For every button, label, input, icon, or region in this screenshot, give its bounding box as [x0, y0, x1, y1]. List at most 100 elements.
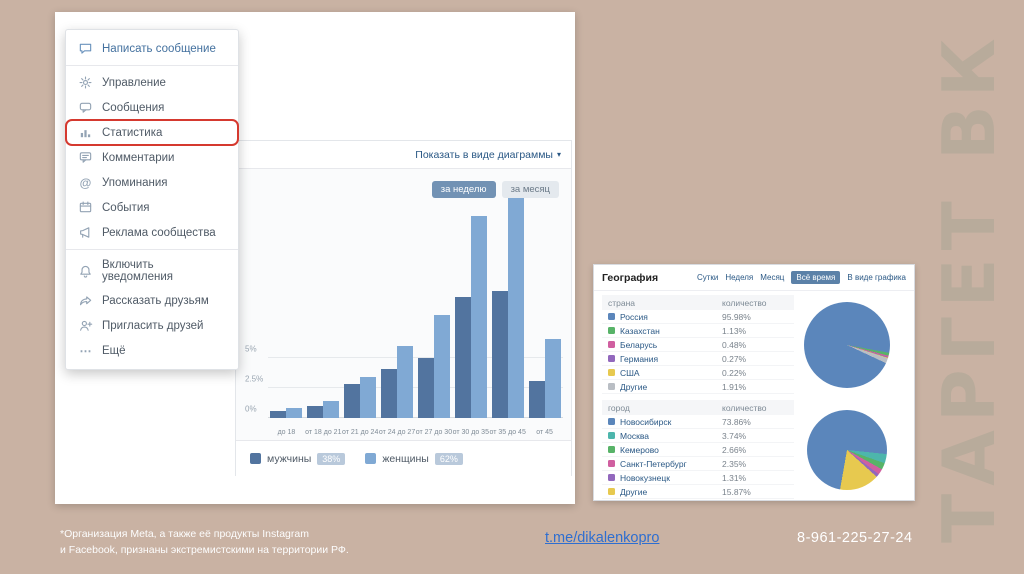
geo-row-label[interactable]: Москва [608, 431, 722, 441]
geo-row-label[interactable]: США [608, 368, 722, 378]
table-row: Москва 3.74% [602, 429, 794, 443]
legend-share-badge: 62% [434, 452, 463, 465]
bar [528, 380, 545, 418]
geo-row-label[interactable]: Новокузнецк [608, 473, 722, 483]
bar [360, 377, 377, 418]
menu-item-statistics[interactable]: Статистика [65, 119, 239, 146]
geo-row-value: 2.35% [722, 458, 747, 469]
geo-row-label[interactable]: Кемерово [608, 445, 722, 455]
legal-footnote: *Организация Meta, а также её продукты I… [60, 526, 349, 559]
geo-row-label[interactable]: Другие [608, 487, 722, 497]
bar-group [528, 338, 561, 418]
telegram-link[interactable]: t.me/dikalenkopro [545, 530, 660, 546]
menu-divider [66, 65, 238, 66]
bar [433, 314, 450, 418]
legend-color-dot [608, 369, 615, 376]
table-row: Другие 1.91% [602, 380, 794, 394]
geo-row-label[interactable]: Германия [608, 354, 722, 364]
bar [397, 346, 414, 418]
table-row: США 0.22% [602, 366, 794, 380]
legend-color-dot [608, 474, 615, 481]
geo-row-value: 73.86% [722, 416, 751, 427]
menu-item-comments[interactable]: Комментарии [66, 145, 238, 170]
table-row: Кемерово 2.66% [602, 443, 794, 457]
x-tick-label: от 18 до 21 [305, 429, 342, 436]
legend-color-dot [608, 418, 615, 425]
menu-item-label: Пригласить друзей [102, 319, 204, 332]
menu-item-label: Рассказать друзьям [102, 294, 209, 307]
menu-item-more[interactable]: ⋯ Ещё [66, 338, 238, 363]
bar [454, 296, 471, 418]
comment-icon [78, 150, 93, 165]
geo-tab[interactable]: Месяц [760, 273, 785, 282]
table-header-row: страна количество [602, 295, 794, 310]
menu-item-messages[interactable]: Сообщения [66, 95, 238, 120]
menu-item-label: Упоминания [102, 176, 168, 189]
menu-item-invite-friends[interactable]: Пригласить друзей [66, 313, 238, 338]
legend-color-dot [608, 327, 615, 334]
geo-tab[interactable]: Всё время [791, 271, 841, 284]
geo-row-value: 95.98% [722, 311, 751, 322]
x-tick-label: до 18 [277, 429, 296, 436]
menu-item-tell-friends[interactable]: Рассказать друзьям [66, 288, 238, 313]
geo-tab[interactable]: В виде графика [847, 273, 906, 282]
bar-group [491, 193, 524, 418]
menu-item-enable-notifications[interactable]: Включить уведомления [66, 254, 238, 288]
vk-community-menu: Написать сообщение Управление Сообщения Ста… [65, 29, 239, 370]
legend-color-dot [608, 488, 615, 495]
geo-row-label[interactable]: Беларусь [608, 340, 722, 350]
x-tick-label: от 24 до 27 [378, 429, 416, 436]
table-row: Россия 95.98% [602, 310, 794, 324]
geo-countries-section: страна количество Россия 95.98% Казахстан 1… [594, 291, 914, 396]
menu-item-mentions[interactable]: @ Упоминания [66, 170, 238, 195]
table-row: Новокузнецк 1.31% [602, 471, 794, 485]
menu-item-label: События [102, 201, 150, 214]
table-header-row: город количество [602, 400, 794, 415]
stats-icon [78, 125, 93, 140]
x-tick-label: от 21 до 24 [342, 429, 379, 436]
menu-item-community-ads[interactable]: Реклама сообщества [66, 220, 238, 245]
bar [286, 408, 303, 418]
x-tick-label: от 35 до 45 [489, 429, 526, 436]
geo-row-label[interactable]: Казахстан [608, 326, 722, 336]
column-header: город [608, 402, 630, 413]
geo-row-label[interactable]: Другие [608, 382, 722, 392]
menu-item-events[interactable]: События [66, 195, 238, 220]
show-as-diagram-link[interactable]: Показать в виде диаграммы [415, 148, 553, 161]
period-toggle: за неделю за месяц [431, 181, 559, 198]
period-month-button[interactable]: за месяц [501, 181, 559, 198]
legend-color-dot [608, 460, 615, 467]
legend-color-dot [608, 313, 615, 320]
age-chart-card: Показать в виде диаграммы ▾ за неделю за… [235, 140, 572, 476]
geo-row-label[interactable]: Россия [608, 312, 722, 322]
menu-item-manage[interactable]: Управление [66, 70, 238, 95]
column-header: количество [722, 297, 767, 308]
legend-label: мужчины [267, 452, 312, 465]
chevron-down-icon: ▾ [556, 150, 561, 159]
bar-group [344, 377, 377, 418]
geo-tab[interactable]: Сутки [696, 273, 719, 282]
menu-item-write-message[interactable]: Написать сообщение [66, 36, 238, 61]
geo-tab[interactable]: Неделя [725, 273, 754, 282]
gridline [268, 417, 563, 418]
bar [323, 401, 340, 418]
geo-row-value: 1.31% [722, 472, 747, 483]
geo-row-label[interactable]: Санкт-Петербург [608, 459, 722, 469]
y-tick-label: 5% [245, 344, 257, 354]
bar [270, 410, 287, 418]
share-icon [78, 293, 93, 308]
period-week-button[interactable]: за неделю [431, 181, 496, 198]
menu-item-label: Написать сообщение [102, 42, 216, 55]
geo-cities-section: город количество Новосибирск 73.86% Москва… [594, 396, 914, 501]
geo-cities-table: город количество Новосибирск 73.86% Москва… [602, 400, 794, 499]
geo-row-label[interactable]: Новосибирск [608, 417, 722, 427]
bell-icon [78, 264, 93, 279]
megaphone-icon [78, 225, 93, 240]
legend-entry: мужчины 38% [250, 452, 346, 465]
bar [507, 193, 524, 418]
menu-divider [66, 249, 238, 250]
menu-item-label: Комментарии [102, 151, 175, 164]
bar-group [307, 401, 340, 418]
chart-legend: мужчины 38% женщины 62% [236, 441, 571, 476]
table-row: Санкт-Петербург 2.35% [602, 457, 794, 471]
